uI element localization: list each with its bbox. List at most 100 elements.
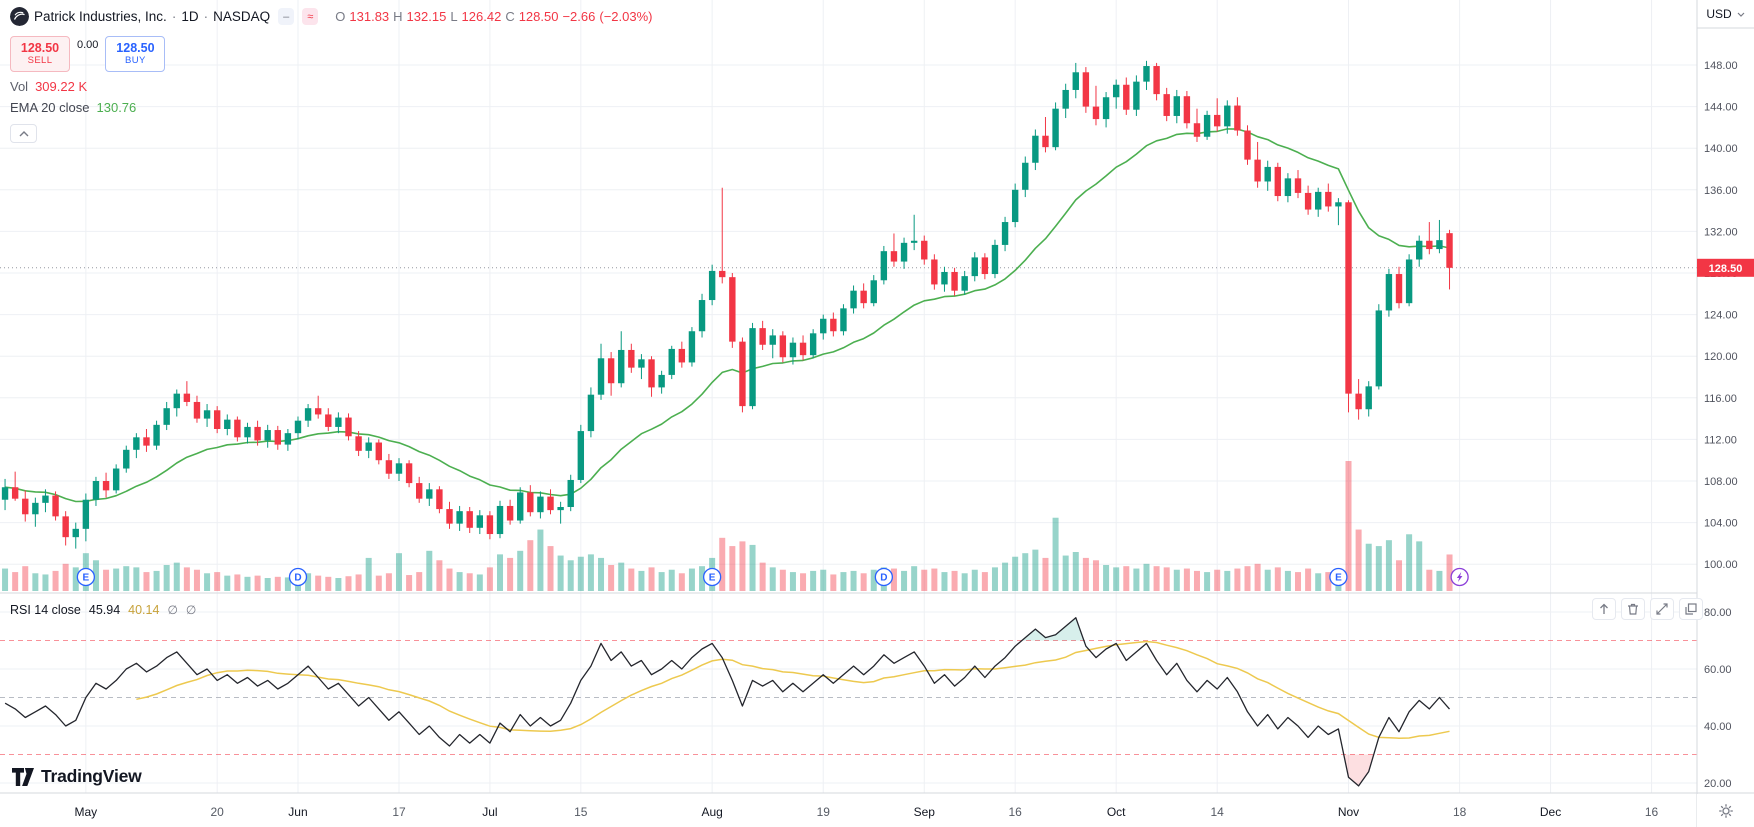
open-value: 131.83 [349,9,390,24]
tradingview-logo[interactable]: TradingView [12,766,142,787]
earnings-marker[interactable] [1329,567,1348,587]
high-label: H [393,9,403,24]
volume-bar [911,566,918,591]
earnings-marker[interactable] [76,567,96,587]
trade-widget: 128.50 SELL 0.00 128.50 BUY [10,36,166,72]
volume-bar [163,565,170,591]
time-axis[interactable]: May 20 Jun 17 Jul 15 Aug 19 Sep 16 Oct 14 Nov 18 Dec 16 [75,805,1659,819]
change-pct-value: (−2.03%) [599,9,653,24]
volume-bar [567,560,574,591]
buy-label: BUY [125,55,146,66]
maximize-icon [1656,603,1668,615]
rsi-upper-band-value: ∅ [167,603,178,617]
candle-body [304,408,312,421]
price-axis[interactable]: 148.00144.00140.00136.00132.00128.00124.… [1697,60,1754,790]
volume-bar [1396,560,1403,591]
pane-restore-button[interactable] [1679,598,1703,620]
dividend-marker[interactable] [874,567,894,587]
volume-bar [729,546,736,591]
volume-bar [22,566,29,591]
candle-body [607,358,615,384]
volume-bar [921,569,928,591]
volume-bar [557,555,564,591]
earnings-marker[interactable] [702,567,722,587]
change-value: −2.66 [562,9,596,24]
candle-body [1203,114,1211,137]
pane-delete-button[interactable] [1621,598,1645,620]
volume-bar [446,568,453,591]
flag-chip[interactable]: ≈ [302,8,319,25]
volume-bar [395,553,402,591]
low-value: 126.42 [461,9,502,24]
volume-bar [244,576,251,591]
volume-bar [214,572,221,591]
candle-body [112,468,120,491]
collapse-legend-button[interactable] [10,124,37,143]
candle-body [769,335,776,345]
rsi-ma-line [136,640,1450,739]
volume-bar [1385,540,1392,591]
axis-settings-button[interactable] [1697,794,1754,827]
candle-body [102,481,110,491]
volume-bar [52,570,59,591]
symbol-title[interactable]: Patrick Industries, Inc. [34,9,167,24]
sell-button[interactable]: 128.50 SELL [10,36,70,72]
dividend-marker[interactable] [288,567,308,587]
candle-body [1294,178,1302,193]
volume-bar [1113,567,1120,591]
candle-body [274,430,281,445]
volume-bar [355,574,362,591]
time-tick-label: 17 [392,805,406,819]
candle-body [900,242,908,262]
ohlc-readout: O 131.83 H 132.15 L 126.42 C 128.50 −2.6… [335,9,652,24]
close-label: C [505,9,515,24]
volume-bar [759,562,766,591]
candle-body [415,483,423,499]
candle-body [1335,202,1342,207]
candle-body [628,349,635,368]
candle-body [1213,114,1221,127]
time-tick-label: 18 [1453,805,1467,819]
candle-body [224,419,231,429]
candle-body [951,271,958,291]
buy-button[interactable]: 128.50 BUY [105,36,166,72]
tradingview-mark-icon [12,767,34,786]
candle-body [32,502,39,515]
minimize-chip[interactable]: – [278,8,295,25]
price-axis-currency[interactable]: USD [1697,0,1754,28]
candle-body [426,489,433,499]
time-tick-label: 14 [1211,805,1225,819]
volume-bar [1325,572,1332,591]
timeframe-value[interactable]: 1D [181,9,199,24]
volume-bar [901,570,908,591]
candle-body [708,270,716,301]
candle-body [1052,108,1059,148]
candle-body [294,420,302,434]
price-tick-label: 132.00 [1704,226,1738,238]
chevron-down-icon [1737,12,1745,17]
rsi-value: 45.94 [88,603,121,617]
volume-bar [739,541,746,591]
rsi-lower-band-value: ∅ [185,603,197,617]
candle-body [971,257,978,277]
pane-maximize-button[interactable] [1650,598,1674,620]
volume-bar [264,578,271,591]
volume-bar [42,574,49,591]
exchange-value[interactable]: NASDAQ [213,9,271,24]
candle-body [1032,135,1039,163]
candle-body [1385,274,1393,311]
rsi-label: RSI 14 close [10,603,81,617]
candle-body [537,496,544,513]
volume-bar [1072,552,1079,591]
candle-body [557,507,564,511]
candle-body [1315,191,1322,210]
candle-body [325,414,332,427]
volume-bar [789,572,796,591]
volume-bar [719,537,726,591]
volume-bar [1022,553,1029,591]
volume-bar [991,567,998,591]
pane-move-up-button[interactable] [1592,598,1616,620]
candle-body [395,463,403,474]
earnings-marker-label: E [83,573,90,584]
